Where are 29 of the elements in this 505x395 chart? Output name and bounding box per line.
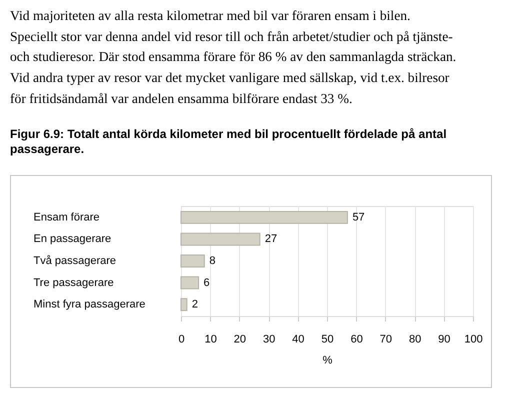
x-tick-label: 0 (178, 334, 185, 346)
x-tick-label: 80 (408, 334, 422, 346)
data-label: 2 (192, 298, 198, 311)
data-label: 57 (352, 211, 365, 224)
x-tick-label: 100 (464, 334, 483, 346)
y-tick-label: Ensam förare (34, 211, 100, 224)
y-tick-label: Tre passagerare (34, 276, 114, 289)
x-tick-label: 20 (234, 334, 246, 346)
bar (180, 232, 260, 246)
data-label: 6 (204, 276, 210, 289)
text: Vid majoriteten av alla resta kilometrar med bil var föraren ensam i bilen. Speciellt stor var denna andel vid resor till och från arbetet/studier och på tjänste- och studieresor. Där stod ensamma förare för 86 % av den sammanlagda sträckan. Vid andra typer av resor var det mycket vanligare med sällskap, vid t.ex. bilresor för fritidsändamål var andelen ensamma bilförare endast 33 %. (10, 7, 458, 108)
bar (180, 298, 188, 312)
y-tick-label: Minst fyra passagerare (34, 298, 146, 311)
x-tick-label: 50 (321, 334, 334, 346)
data-label: 8 (209, 255, 216, 267)
x-tick-label: 90 (438, 334, 450, 346)
x-tick-label: 40 (292, 334, 304, 346)
data-label: 27 (264, 233, 278, 246)
bar (180, 254, 205, 268)
x-tick-label: 30 (262, 334, 276, 346)
chart-title: Figur 6.9: Totalt antal körda kilometer med bil procentuellt fördelade på antal passagerare. (10, 127, 448, 157)
x-tick-label: 60 (350, 334, 363, 346)
y-tick-label: En passagerare (34, 233, 112, 246)
y-tick-label: Två passagerare (34, 255, 116, 267)
x-tick-label: 10 (204, 334, 217, 346)
bar (180, 276, 200, 290)
x-axis-title: % (322, 354, 333, 366)
bar (180, 210, 348, 224)
x-tick-label: 70 (380, 334, 392, 346)
